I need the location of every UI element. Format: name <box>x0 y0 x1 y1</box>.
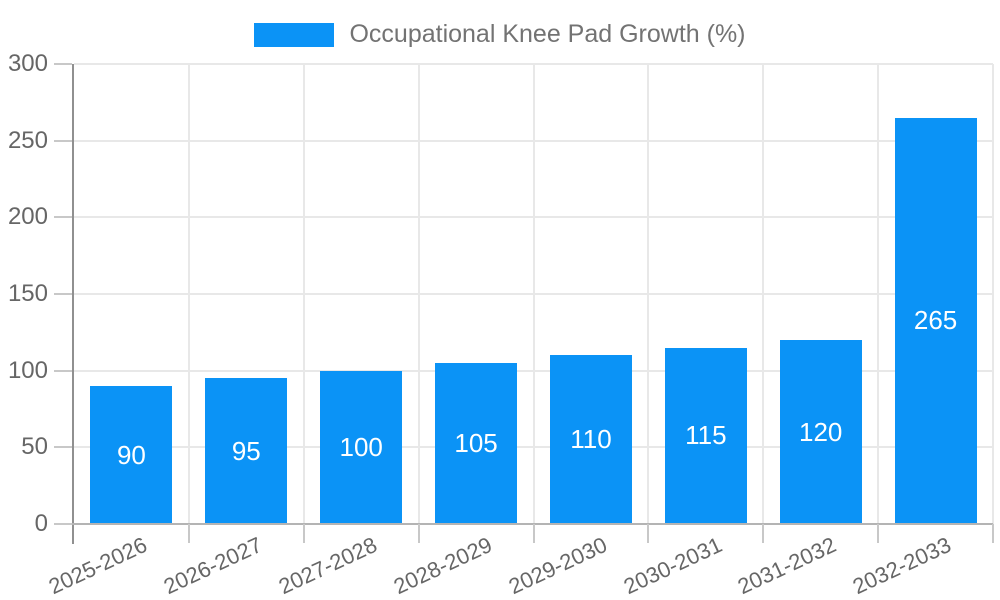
gridline-v <box>762 64 765 524</box>
y-tick-mark <box>54 139 72 142</box>
y-tick-mark <box>54 216 72 219</box>
x-tick-mark <box>417 524 420 543</box>
bar: 265 <box>894 117 977 524</box>
bar: 105 <box>435 363 518 524</box>
bar: 100 <box>320 370 403 524</box>
bar-value-label: 265 <box>913 305 958 336</box>
bar-value-label: 110 <box>570 424 612 455</box>
bar: 95 <box>205 378 288 524</box>
x-tick-mark <box>532 524 535 543</box>
x-tick-label: 2031-2032 <box>734 532 841 600</box>
gridline-v <box>647 64 650 524</box>
x-tick-mark <box>762 524 765 543</box>
x-tick-mark <box>647 524 650 543</box>
y-tick-label: 300 <box>7 50 48 77</box>
x-tick-label: 2027-2028 <box>274 532 381 600</box>
y-tick-mark <box>54 293 72 295</box>
gridline-v <box>877 64 880 524</box>
bar: 115 <box>664 347 747 524</box>
x-tick-mark <box>302 524 305 543</box>
y-tick-mark <box>54 523 72 525</box>
legend[interactable]: Occupational Knee Pad Growth (%) <box>0 20 1000 49</box>
y-tick-label: 250 <box>7 126 48 154</box>
y-tick-mark <box>54 446 72 449</box>
x-tick-label: 2026-2027 <box>159 532 266 600</box>
x-tick-label: 2028-2029 <box>389 532 496 600</box>
bar-value-label: 90 <box>116 439 146 470</box>
bar-value-label: 105 <box>454 428 498 458</box>
legend-swatch <box>254 22 335 47</box>
y-tick-mark <box>54 63 72 65</box>
bar: 120 <box>779 340 862 524</box>
x-tick-label: 2025-2026 <box>45 532 152 600</box>
bar: 90 <box>90 386 173 524</box>
gridline-v <box>992 64 994 524</box>
x-tick-mark <box>992 524 994 543</box>
bar-value-label: 115 <box>685 420 727 451</box>
x-tick-label: 2030-2031 <box>619 532 726 600</box>
bar: 110 <box>549 355 632 524</box>
gridline-v <box>417 64 420 524</box>
legend-label: Occupational Knee Pad Growth (%) <box>349 20 746 48</box>
gridline-v <box>302 64 305 524</box>
gridline-v <box>187 64 190 524</box>
y-tick-label: 200 <box>7 203 48 231</box>
x-tick-mark <box>187 524 190 543</box>
y-axis <box>72 64 74 544</box>
y-tick-label: 0 <box>34 510 48 537</box>
y-tick-label: 50 <box>21 433 48 461</box>
y-tick-label: 100 <box>7 356 48 384</box>
bar-value-label: 95 <box>231 435 261 466</box>
bar-value-label: 100 <box>339 431 383 462</box>
bar-value-label: 120 <box>798 416 843 447</box>
x-tick-label: 2032-2033 <box>849 532 956 600</box>
x-tick-label: 2029-2030 <box>504 532 611 600</box>
y-tick-label: 150 <box>7 280 48 307</box>
gridline-v <box>532 64 535 524</box>
y-tick-mark <box>54 369 72 372</box>
x-tick-mark <box>877 524 880 543</box>
